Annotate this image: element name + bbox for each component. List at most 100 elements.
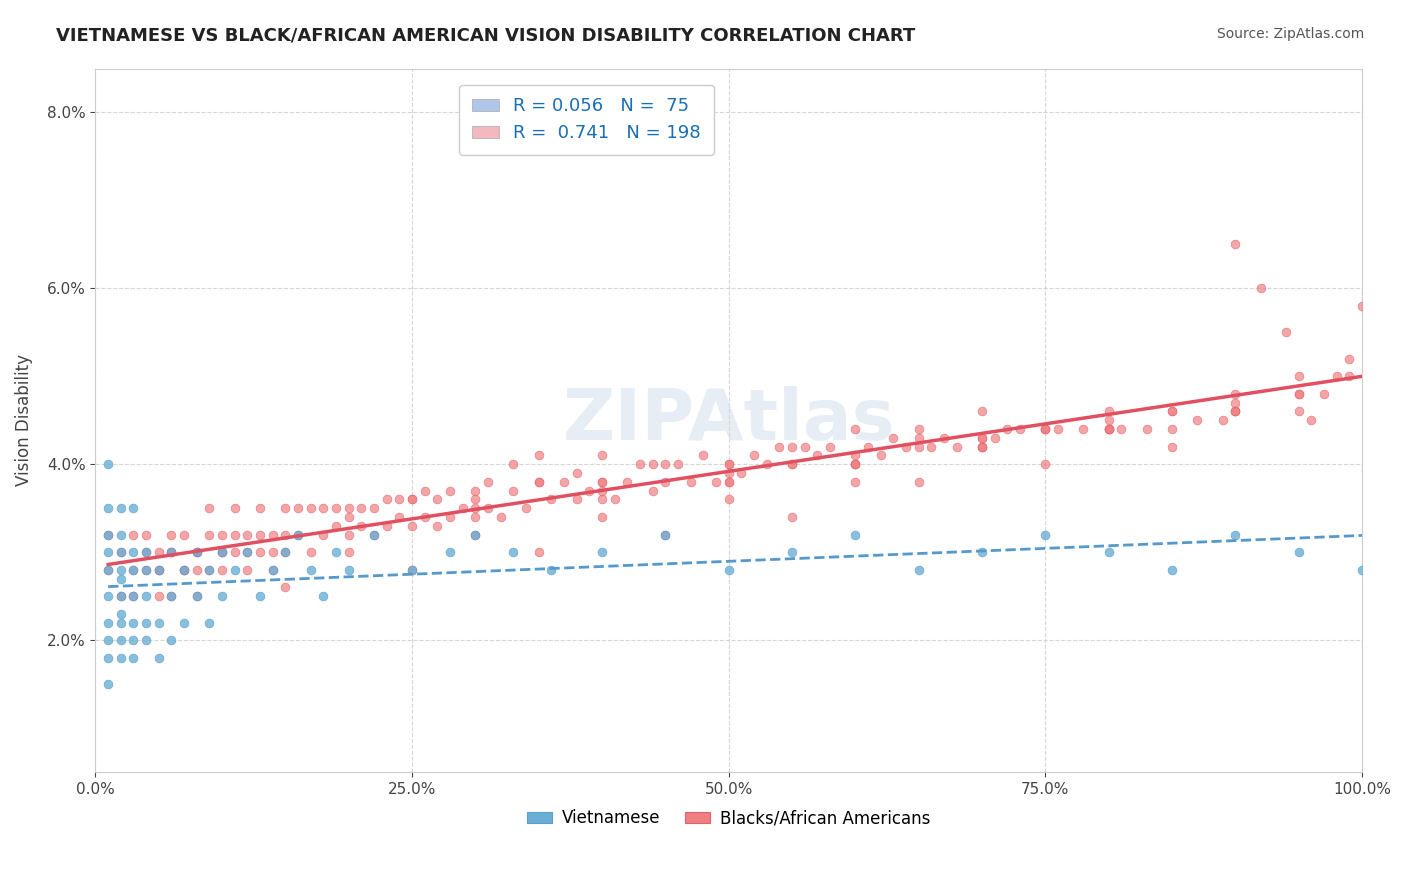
Point xyxy=(274,501,297,516)
Point xyxy=(122,563,145,577)
Point xyxy=(907,563,929,577)
Point xyxy=(844,527,866,541)
Point xyxy=(186,545,208,559)
Point xyxy=(97,589,120,603)
Point xyxy=(249,501,271,516)
Point xyxy=(806,449,828,463)
Point xyxy=(325,501,347,516)
Point xyxy=(591,492,613,507)
Point xyxy=(717,466,740,480)
Point xyxy=(970,431,993,445)
Point xyxy=(337,563,360,577)
Point xyxy=(844,449,866,463)
Point xyxy=(401,492,423,507)
Point xyxy=(97,527,120,541)
Point xyxy=(502,483,524,498)
Point xyxy=(211,545,233,559)
Point xyxy=(704,475,727,489)
Point xyxy=(148,650,170,665)
Point xyxy=(401,518,423,533)
Point xyxy=(527,449,550,463)
Point xyxy=(426,492,449,507)
Point xyxy=(350,518,373,533)
Point xyxy=(135,633,157,648)
Point xyxy=(287,527,309,541)
Point xyxy=(186,589,208,603)
Point xyxy=(160,589,183,603)
Point xyxy=(312,527,335,541)
Point xyxy=(742,449,765,463)
Point xyxy=(780,545,803,559)
Point xyxy=(970,440,993,454)
Point xyxy=(439,545,461,559)
Point xyxy=(591,475,613,489)
Point xyxy=(1288,369,1310,384)
Point xyxy=(337,510,360,524)
Point xyxy=(224,545,246,559)
Point xyxy=(135,615,157,630)
Point xyxy=(299,545,322,559)
Point xyxy=(363,527,385,541)
Point xyxy=(654,457,676,471)
Point xyxy=(641,483,664,498)
Point xyxy=(553,475,575,489)
Point xyxy=(312,501,335,516)
Point xyxy=(224,501,246,516)
Point xyxy=(1047,422,1070,436)
Point xyxy=(274,545,297,559)
Point xyxy=(122,589,145,603)
Point xyxy=(844,457,866,471)
Point xyxy=(135,545,157,559)
Point xyxy=(236,527,259,541)
Point xyxy=(148,563,170,577)
Point xyxy=(1225,237,1247,252)
Point xyxy=(160,527,183,541)
Point xyxy=(274,580,297,594)
Point xyxy=(818,440,841,454)
Point xyxy=(122,563,145,577)
Point xyxy=(1250,281,1272,295)
Point xyxy=(1136,422,1159,436)
Point xyxy=(287,501,309,516)
Point xyxy=(110,563,132,577)
Point xyxy=(122,527,145,541)
Point xyxy=(224,527,246,541)
Point xyxy=(654,527,676,541)
Point xyxy=(401,563,423,577)
Point xyxy=(730,466,752,480)
Point xyxy=(211,563,233,577)
Point xyxy=(337,527,360,541)
Point xyxy=(173,615,195,630)
Point xyxy=(198,527,221,541)
Point xyxy=(540,563,562,577)
Point xyxy=(907,431,929,445)
Point xyxy=(1035,527,1057,541)
Point xyxy=(1288,545,1310,559)
Point xyxy=(1098,413,1121,427)
Point xyxy=(439,483,461,498)
Point xyxy=(1098,404,1121,418)
Point xyxy=(717,457,740,471)
Point xyxy=(970,431,993,445)
Point xyxy=(591,449,613,463)
Point xyxy=(692,449,714,463)
Point xyxy=(1339,351,1361,366)
Point xyxy=(148,589,170,603)
Point xyxy=(97,650,120,665)
Point xyxy=(527,545,550,559)
Point xyxy=(565,466,588,480)
Point xyxy=(122,615,145,630)
Point xyxy=(780,457,803,471)
Point xyxy=(932,431,955,445)
Point xyxy=(1225,387,1247,401)
Point xyxy=(780,457,803,471)
Point xyxy=(1225,527,1247,541)
Point xyxy=(363,501,385,516)
Point xyxy=(375,492,398,507)
Point xyxy=(186,545,208,559)
Point xyxy=(110,527,132,541)
Point xyxy=(1161,404,1184,418)
Point xyxy=(780,510,803,524)
Point xyxy=(97,615,120,630)
Point xyxy=(464,527,486,541)
